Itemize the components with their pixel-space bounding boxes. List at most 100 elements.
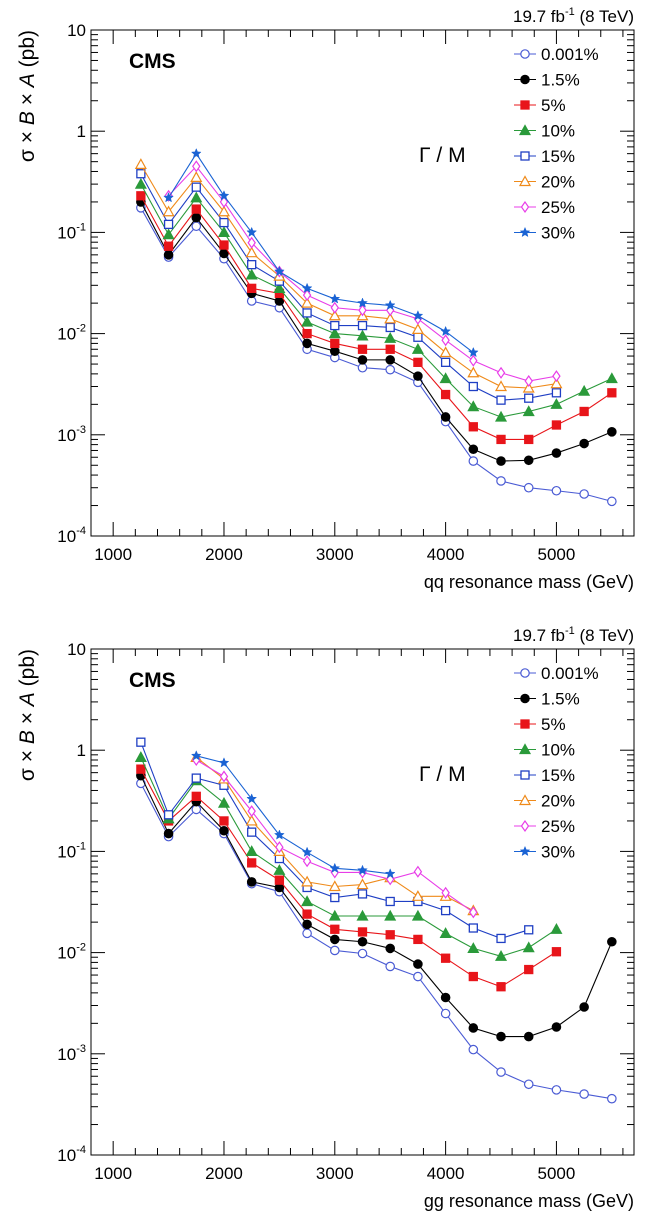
data-point [469,906,478,919]
data-point [245,814,258,826]
y-axis-title-part: (pb) [16,649,39,692]
data-point [467,400,480,412]
y-tick-exponent: -1 [76,221,86,233]
y-tick-base: 10 [67,21,86,40]
data-point [245,845,258,856]
data-point [246,793,258,804]
data-point [247,827,257,837]
data-point [330,320,340,331]
data-point [219,217,229,228]
legend-marker [520,693,530,704]
legend-entry: 5% [514,715,566,734]
lumi-exponent: -1 [565,625,575,637]
data-point [273,829,285,840]
data-point [330,924,340,934]
data-point [134,177,147,189]
data-point [162,228,175,240]
data-point [190,750,202,761]
series-line [196,755,391,875]
data-point [219,816,229,826]
y-axis-title-part: B [16,111,39,125]
data-point [411,890,424,901]
data-point [607,427,617,437]
data-point [357,344,368,354]
y-tick-label: 1 [77,122,86,141]
y-tick-label: 10-4 [57,525,86,546]
y-tick-label: 10-2 [57,942,86,963]
legend-entry: 10% [514,122,575,141]
legend-marker [518,124,532,136]
data-point [357,948,368,959]
data-point [357,927,368,937]
legend-label: 0.001% [541,664,599,683]
data-point [552,370,561,383]
data-point [440,412,451,422]
y-axis-title-part: × [16,87,39,111]
y-tick-label: 1 [77,741,86,760]
data-point [385,930,395,940]
cms-label: CMS [129,50,176,73]
data-point [579,406,589,417]
data-point [328,909,341,921]
legend-marker [520,819,530,833]
y-tick-label: 10-2 [57,323,86,344]
data-point [301,315,314,327]
x-tick-label: 1000 [94,545,132,564]
data-point [328,327,341,339]
y-tick-label: 10-1 [57,840,86,861]
data-point [356,909,369,921]
data-point [439,346,452,358]
y-tick-exponent: -2 [76,942,86,954]
data-point [217,205,230,217]
lumi-exponent: -1 [565,6,575,18]
data-point [190,171,203,182]
data-point [192,160,201,173]
series-15% [136,169,562,405]
data-point [357,355,368,365]
x-tick-label: 1000 [94,1164,132,1183]
data-point [163,241,174,251]
legend-entry: 25% [514,817,575,836]
data-point [413,971,423,982]
data-point [329,934,340,945]
data-point [136,169,146,179]
legend-entry: 0.001% [514,664,599,683]
data-point [523,455,534,466]
legend-label: 20% [541,173,575,192]
data-point [385,896,395,907]
data-point [524,925,534,935]
series-5% [136,191,617,445]
y-tick-exponent: -2 [76,323,86,335]
legend-entry: 25% [514,198,575,217]
y-tick-base: 1 [77,122,86,141]
lumi-value: 19.7 fb [513,7,565,26]
data-point [302,308,312,318]
data-point [440,953,451,963]
data-point [384,868,396,879]
legend-marker [518,794,532,806]
data-point [219,770,229,783]
legend-label: 1.5% [541,71,580,90]
data-point [301,895,314,907]
data-point [134,751,147,762]
legend-label: 15% [541,147,575,166]
data-point [274,875,285,885]
legend-label: 0.001% [541,45,599,64]
legend-entry: 1.5% [514,690,580,709]
legend-marker [518,175,532,187]
data-point [412,310,424,321]
data-point [134,158,147,169]
data-point [302,289,312,302]
data-point [468,1044,479,1055]
legend-marker [519,226,531,238]
data-point [246,226,258,237]
data-point [329,346,340,357]
series-line [140,757,557,957]
data-point [385,961,396,972]
data-point [411,343,424,354]
data-point [219,195,229,208]
legend-marker [520,200,530,214]
data-point [440,357,451,367]
legend-label: 1.5% [541,690,580,709]
